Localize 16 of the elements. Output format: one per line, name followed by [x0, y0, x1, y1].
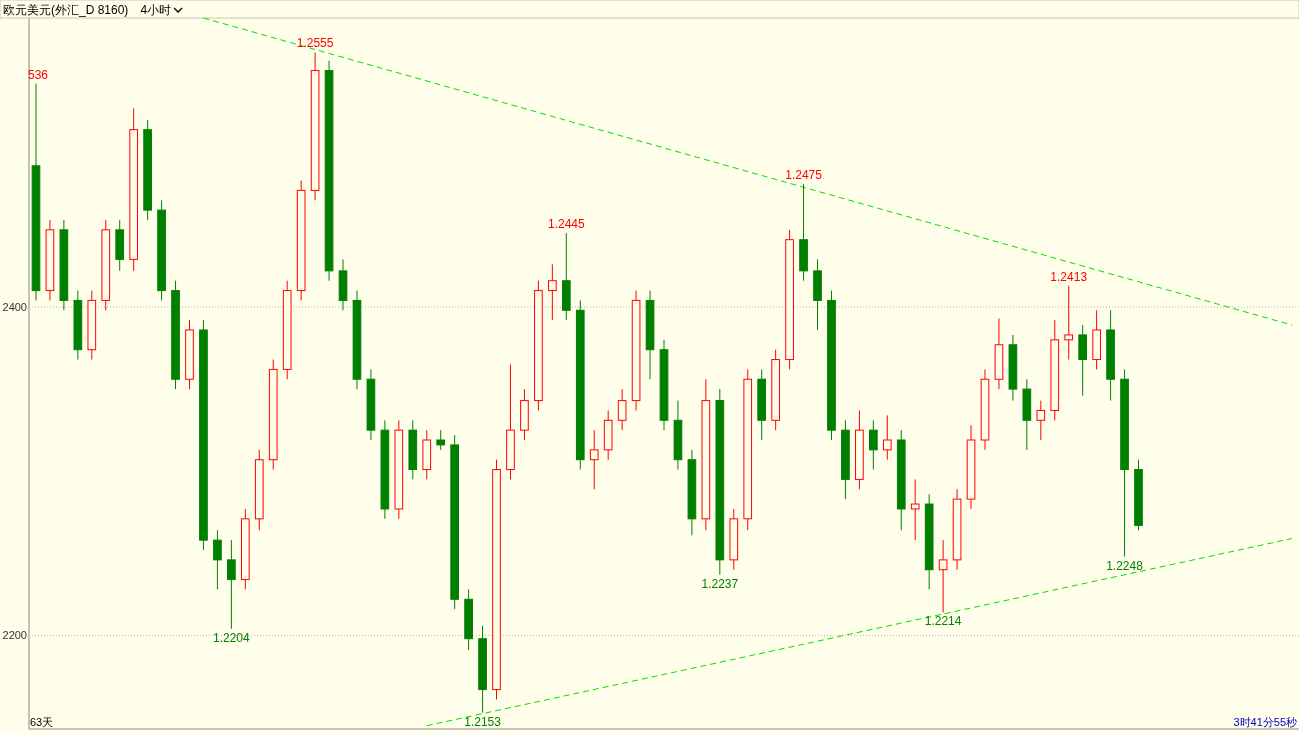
annotation: 63天 [30, 716, 54, 728]
chart-subtitle: 4小时 [140, 3, 172, 17]
annotation: 1.2413 [1050, 269, 1088, 284]
annotation: 1.2204 [213, 630, 251, 645]
chart-title: 欧元美元(外汇_D 8160) [3, 3, 129, 17]
annotation: 3时41分55秒 [1233, 716, 1297, 728]
annotation: 1.2214 [924, 614, 962, 629]
annotation: 1.2237 [701, 576, 739, 591]
annotation: 1.2153 [464, 714, 502, 729]
y-tick-label: 2200 [2, 629, 27, 642]
annotation: 1.2445 [547, 217, 585, 232]
annotation: 1.2475 [785, 167, 823, 182]
y-tick-label: 2400 [2, 301, 27, 313]
annotation: 1.2248 [1106, 558, 1144, 573]
annotation: 536 [28, 67, 49, 82]
annotation: 1.2555 [296, 36, 334, 51]
